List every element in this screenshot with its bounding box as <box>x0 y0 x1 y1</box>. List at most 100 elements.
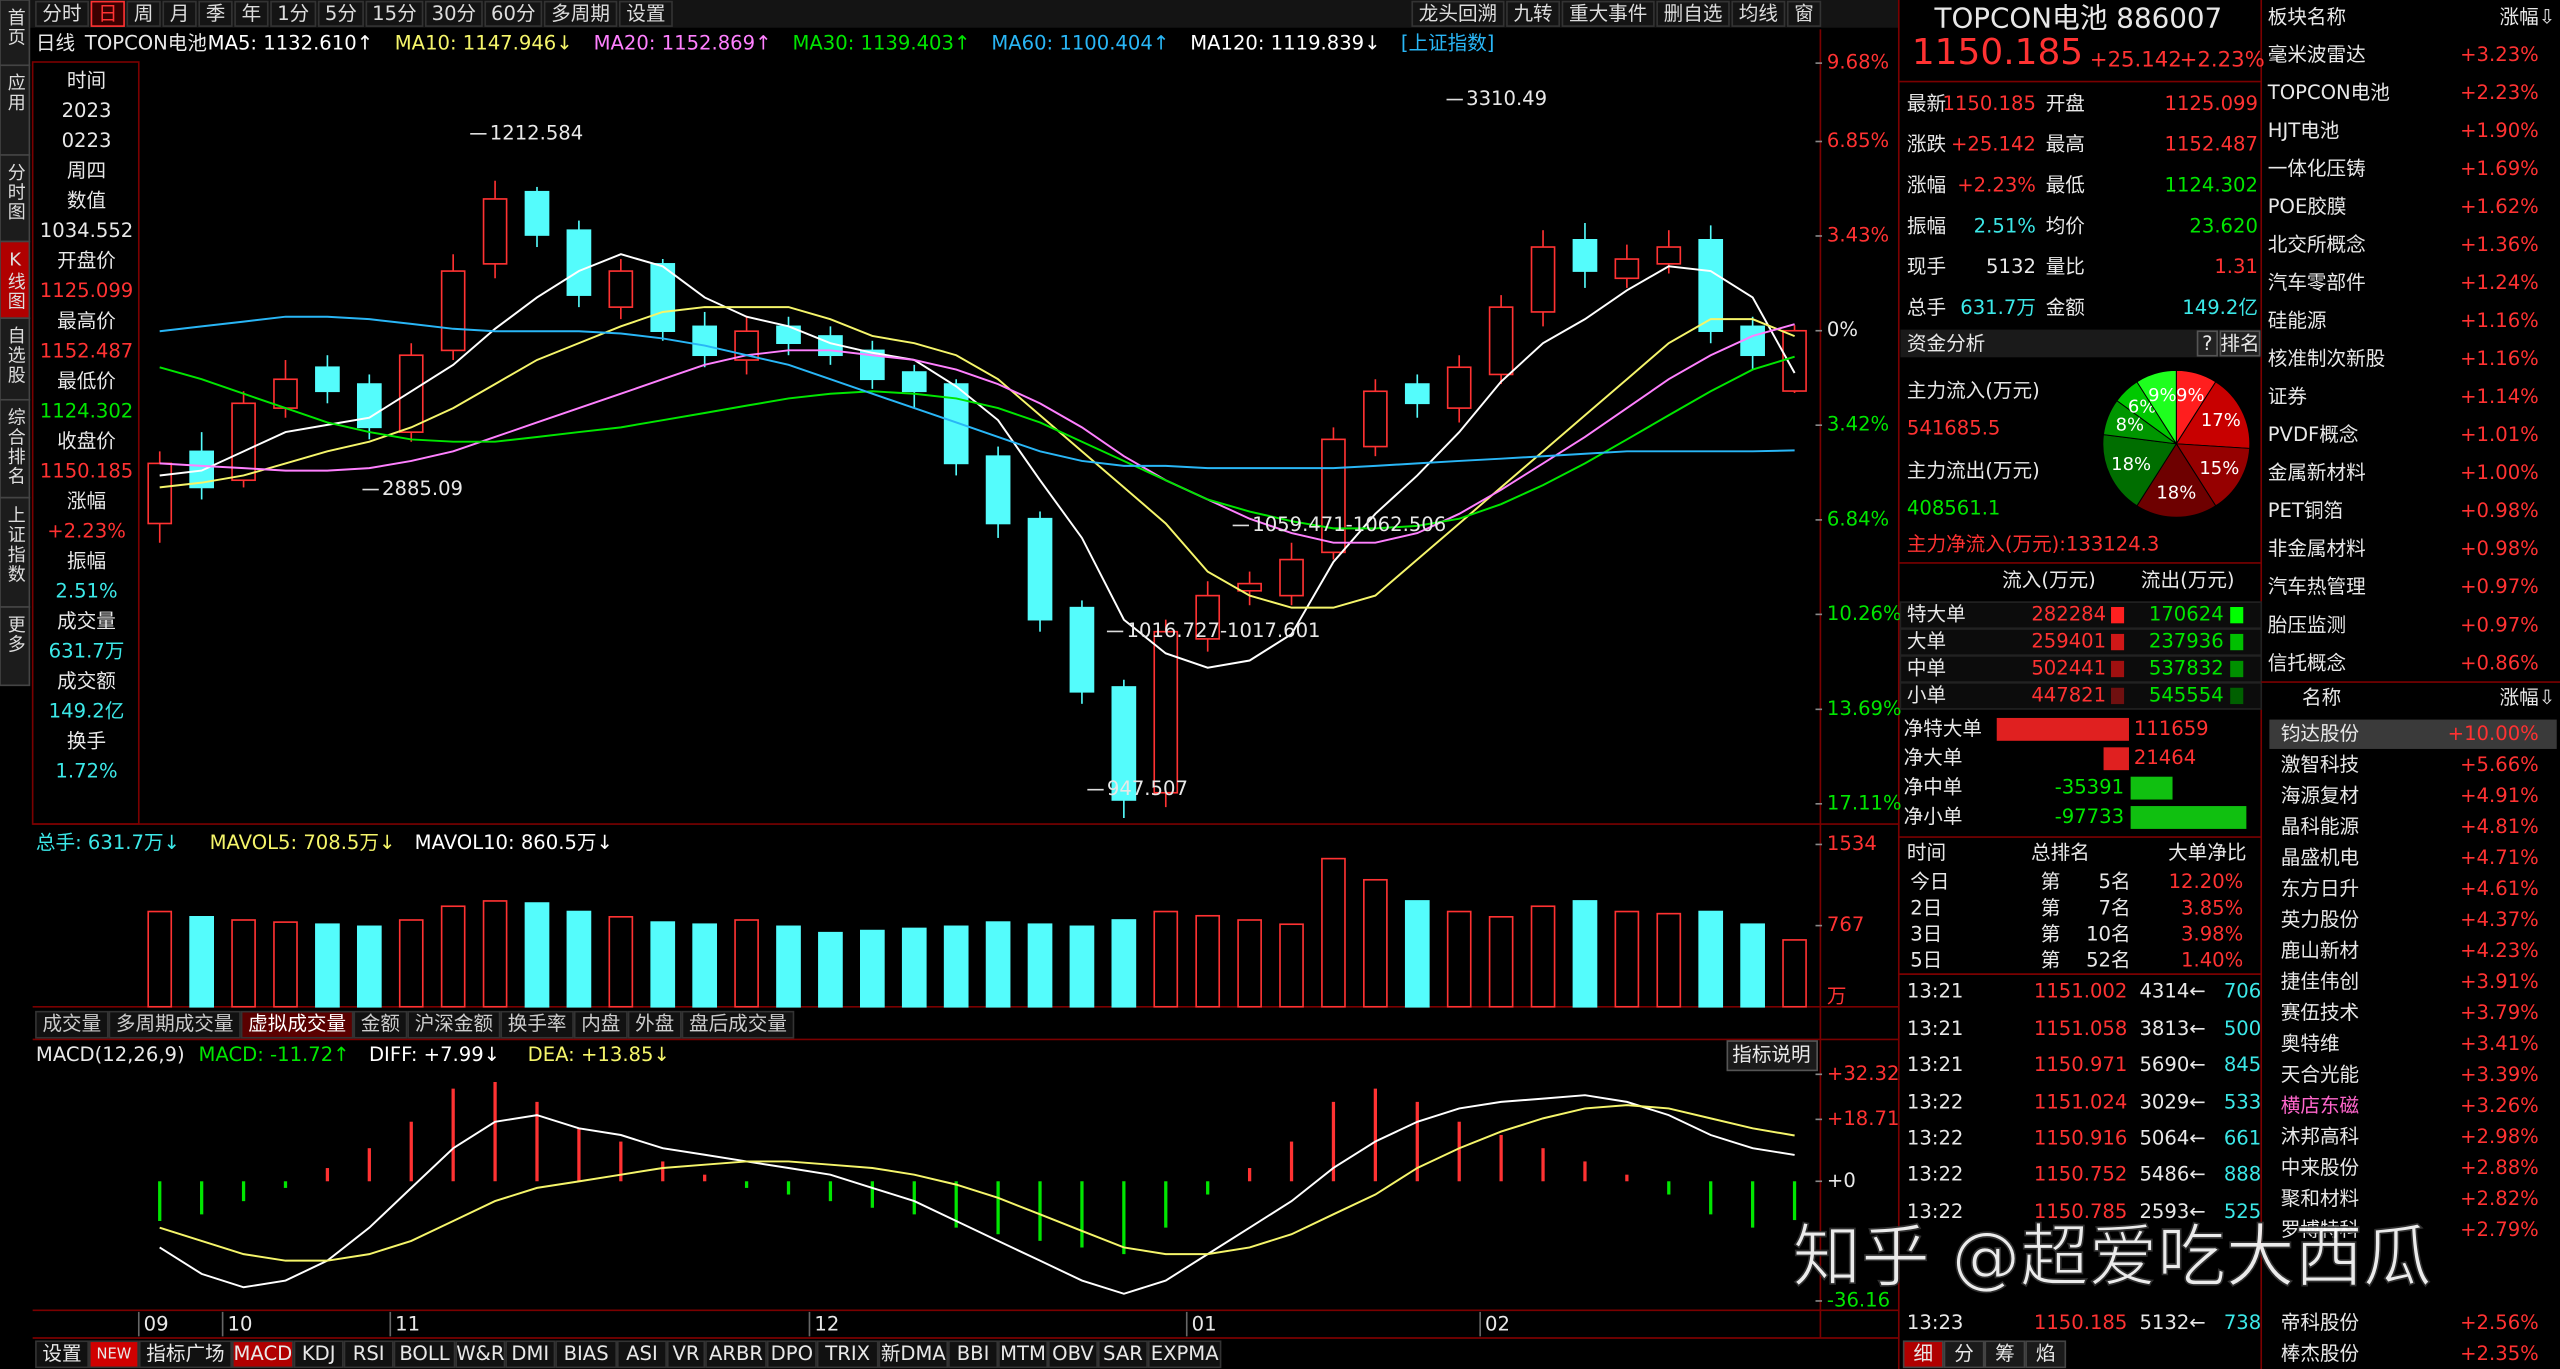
tool-button[interactable]: 均线 <box>1739 2 1778 25</box>
period-button[interactable]: 分时 <box>42 2 81 25</box>
period-button[interactable]: 5分 <box>325 2 357 25</box>
period-button[interactable]: 月 <box>170 2 190 25</box>
indicator-tab-bg[interactable] <box>666 1340 706 1369</box>
tool-button[interactable]: 重大事件 <box>1569 2 1647 25</box>
indicator-tab-bg[interactable] <box>766 1340 817 1369</box>
volume-tab[interactable]: 成交量 <box>42 1012 101 1035</box>
period-button[interactable]: 1分 <box>277 2 309 25</box>
fund-button[interactable]: 排名 <box>2220 332 2259 355</box>
period-button[interactable]: 设置 <box>626 2 665 25</box>
period-button-bg[interactable] <box>424 0 483 27</box>
indicator-tab-bg[interactable] <box>88 1340 139 1369</box>
detail-tab-bg[interactable] <box>1902 1340 1944 1369</box>
indicator-tab-bg[interactable] <box>616 1340 667 1369</box>
indicator-tab[interactable]: TRIX <box>824 1342 870 1365</box>
sidebar-tab-bg[interactable] <box>0 240 31 319</box>
indicator-tab-bg[interactable] <box>1048 1340 1098 1369</box>
overlay-link[interactable]: [上证指数] <box>1401 32 1495 55</box>
sidebar-tab-bg[interactable] <box>0 606 31 687</box>
volume-tab[interactable]: 多周期成交量 <box>116 1012 234 1035</box>
indicator-tab-bg[interactable] <box>878 1340 949 1369</box>
sector-name[interactable]: 硅能源 <box>2268 309 2327 332</box>
indicator-tab-bg[interactable] <box>138 1340 232 1369</box>
period-button-bg[interactable] <box>234 0 269 27</box>
period-button-bg[interactable] <box>270 0 317 27</box>
fund-button-bg[interactable] <box>2196 330 2218 357</box>
tool-button[interactable]: 删自选 <box>1664 2 1723 25</box>
stock-name[interactable]: 晶盛机电 <box>2281 846 2359 869</box>
indicator-tab-bg[interactable] <box>998 1340 1048 1369</box>
stock-name[interactable]: 赛伍技术 <box>2281 1001 2359 1024</box>
tool-button[interactable]: 九转 <box>1513 2 1552 25</box>
sidebar-tab[interactable]: 更多 <box>5 615 26 654</box>
indicator-help[interactable]: 指标说明 <box>1732 1043 1810 1066</box>
stock-name[interactable]: 英力股份 <box>2281 908 2360 931</box>
indicator-tab[interactable]: 指标广场 <box>146 1342 224 1365</box>
indicator-tab[interactable]: 设置 <box>42 1342 81 1365</box>
tab-bg[interactable] <box>573 1010 628 1039</box>
sidebar-tab[interactable]: 分时图 <box>5 163 26 222</box>
sector-name[interactable]: 证券 <box>2268 385 2308 408</box>
period-button[interactable]: 30分 <box>432 2 477 25</box>
period-button[interactable]: 周 <box>134 2 154 25</box>
sector-name[interactable]: 金属新材料 <box>2268 461 2366 484</box>
stock-name[interactable]: 海源复材 <box>2281 784 2359 807</box>
tab-bg[interactable] <box>500 1010 574 1039</box>
indicator-tab-bg[interactable] <box>555 1340 617 1369</box>
stock-name[interactable]: 晶科能源 <box>2281 815 2359 838</box>
stock-name[interactable]: 罗博特科 <box>2281 1218 2359 1241</box>
indicator-tab-bg[interactable] <box>816 1340 879 1369</box>
sector-name[interactable]: 北交所概念 <box>2268 233 2366 256</box>
period-button-bg[interactable] <box>198 0 233 27</box>
stock-name[interactable]: 鹿山新材 <box>2281 939 2359 962</box>
stock-name[interactable]: 棒杰股份 <box>2281 1342 2360 1365</box>
indicator-tab[interactable]: NEW <box>97 1345 132 1362</box>
sidebar-tab-bg[interactable] <box>0 496 31 608</box>
period-button[interactable]: 年 <box>242 2 262 25</box>
indicator-tab-bg[interactable] <box>455 1340 506 1369</box>
sidebar-tab[interactable]: 自选股 <box>5 326 26 385</box>
indicator-tab[interactable]: DMI <box>511 1342 549 1365</box>
sidebar-tab[interactable]: 综合排名 <box>5 408 26 487</box>
indicator-tab[interactable]: KDJ <box>302 1342 336 1365</box>
tab-bg[interactable] <box>627 1010 682 1039</box>
tab-bg[interactable] <box>108 1010 241 1039</box>
volume-tab[interactable]: 金额 <box>361 1012 401 1035</box>
detail-tab[interactable]: 细 <box>1913 1342 1933 1365</box>
period-button-bg[interactable] <box>35 0 89 27</box>
detail-tab[interactable]: 分 <box>1954 1342 1974 1365</box>
indicator-tab[interactable]: W&R <box>456 1342 505 1365</box>
period-button[interactable]: 60分 <box>491 2 536 25</box>
sidebar-tab[interactable]: 首页 <box>5 8 26 47</box>
indicator-tab-bg[interactable] <box>505 1340 556 1369</box>
stock-name[interactable]: 激智科技 <box>2281 753 2359 776</box>
tool-button-bg[interactable] <box>1731 0 1786 27</box>
detail-tab[interactable]: 筹 <box>1995 1342 2015 1365</box>
stock-name[interactable]: 奥特维 <box>2281 1032 2340 1055</box>
sector-name[interactable]: 非金属材料 <box>2268 537 2366 560</box>
period-button-bg[interactable] <box>317 0 364 27</box>
indicator-tab[interactable]: 新DMA <box>881 1342 947 1365</box>
sector-name[interactable]: PET铜箔 <box>2268 499 2343 522</box>
indicator-tab[interactable]: BIAS <box>564 1342 609 1365</box>
tool-button[interactable]: 窗 <box>1794 2 1814 25</box>
tool-button-bg[interactable] <box>1786 0 1822 27</box>
detail-tab-bg[interactable] <box>2025 1340 2067 1369</box>
volume-tab[interactable]: 盘后成交量 <box>689 1012 787 1035</box>
period-button-bg[interactable] <box>618 0 673 27</box>
sidebar-tab-bg[interactable] <box>0 154 31 243</box>
period-button-bg[interactable] <box>162 0 197 27</box>
sidebar-tab[interactable]: K线图 <box>5 250 26 312</box>
indicator-tab[interactable]: BBI <box>957 1342 990 1365</box>
indicator-tab[interactable]: RSI <box>353 1342 385 1365</box>
sector-name[interactable]: TOPCON电池 <box>2267 81 2390 104</box>
indicator-tab-bg[interactable] <box>705 1340 767 1369</box>
period-button-bg[interactable] <box>365 0 424 27</box>
sector-name[interactable]: 汽车零部件 <box>2268 271 2366 294</box>
tool-button-bg[interactable] <box>1506 0 1560 27</box>
indicator-tab[interactable]: MACD <box>234 1342 293 1365</box>
indicator-tab-bg[interactable] <box>343 1340 394 1369</box>
volume-tab[interactable]: 内盘 <box>581 1012 620 1035</box>
sector-name[interactable]: 毫米波雷达 <box>2268 43 2366 66</box>
stock-name[interactable]: 横店东磁 <box>2281 1094 2359 1117</box>
